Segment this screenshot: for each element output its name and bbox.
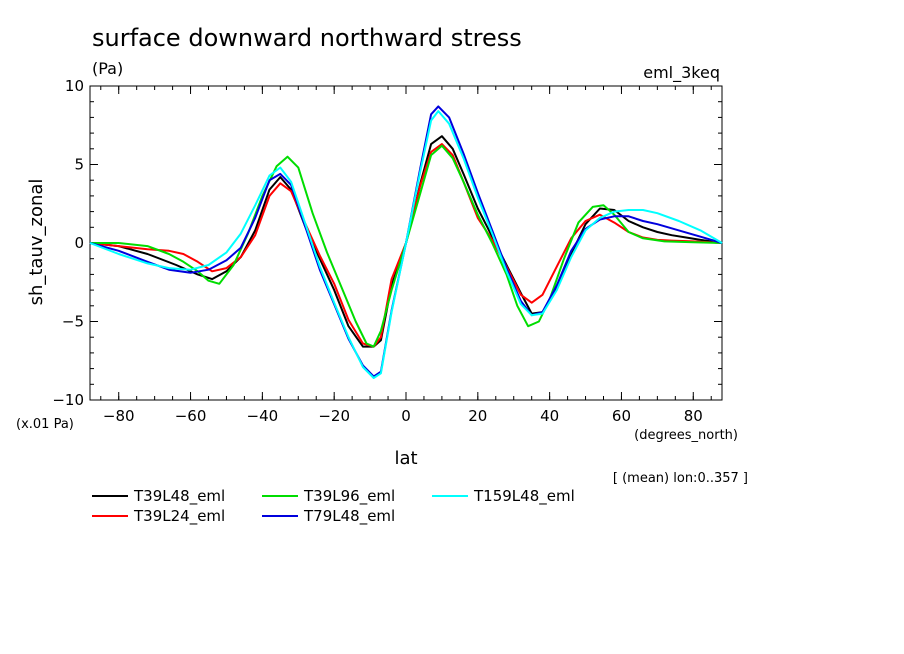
legend-label: T159L48_eml [473,487,575,506]
y-tick-label: −10 [52,391,84,409]
y-scale-note: (x.01 Pa) [16,417,74,432]
x-tick-label: −60 [175,407,207,425]
x-tick-label: −20 [318,407,350,425]
x-tick-label: 80 [684,407,703,425]
x-axis-label: lat [394,448,417,469]
x-tick-label: 40 [540,407,559,425]
plot-area: −80 −60 −40 −20 0 20 40 60 80 10 5 0 −5 −10 [52,77,723,425]
y-tick-label: 10 [65,77,84,95]
series-line-t159l48-eml [89,110,723,379]
legend-label: T39L24_eml [133,507,225,526]
series-line-t39l24-eml [89,143,723,348]
x-tick-label: 0 [401,407,411,425]
y-tick-label: 5 [74,156,84,174]
chart-title: surface downward northward stress [92,24,522,52]
x-units-label: (degrees_north) [634,428,738,443]
y-axis-label: sh_tauv_zonal [26,179,47,306]
x-tick-label: 20 [468,407,487,425]
legend-label: T39L48_eml [133,487,225,506]
legend-label: T79L48_eml [303,507,395,526]
y-tick-label: 0 [74,234,84,252]
y-tick-label: −5 [62,313,84,331]
x-tick-label: 60 [612,407,631,425]
chart-subtitle: (Pa) [92,59,123,78]
region-note: [ (mean) lon:0..357 ] [613,471,748,486]
dataset-label: eml_3keq [643,63,720,83]
x-tick-label: −40 [247,407,279,425]
legend-label: T39L96_eml [303,487,395,506]
x-tick-label: −80 [103,407,135,425]
